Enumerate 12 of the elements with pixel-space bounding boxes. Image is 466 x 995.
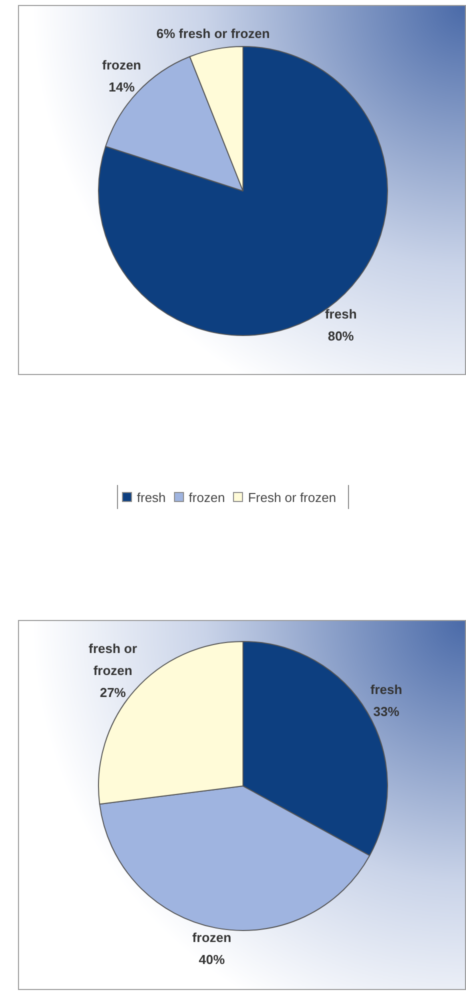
data-label: 40% — [198, 952, 226, 968]
slice-label: fresh or frozen — [88, 640, 138, 678]
data-label: 27% — [100, 684, 126, 700]
data-label: 33% — [373, 704, 400, 719]
slice-label: frozen — [192, 930, 232, 946]
data-label: 6% fresh or frozen — [156, 26, 270, 41]
data-label: frozen 14% — [102, 58, 142, 95]
legend-label: Fresh or frozen — [246, 490, 336, 504]
slice-label: fresh — [370, 682, 402, 697]
data-label: fresh 80% — [324, 306, 357, 344]
legend-label: fresh — [136, 490, 166, 504]
legend-label: frozen — [188, 490, 225, 504]
